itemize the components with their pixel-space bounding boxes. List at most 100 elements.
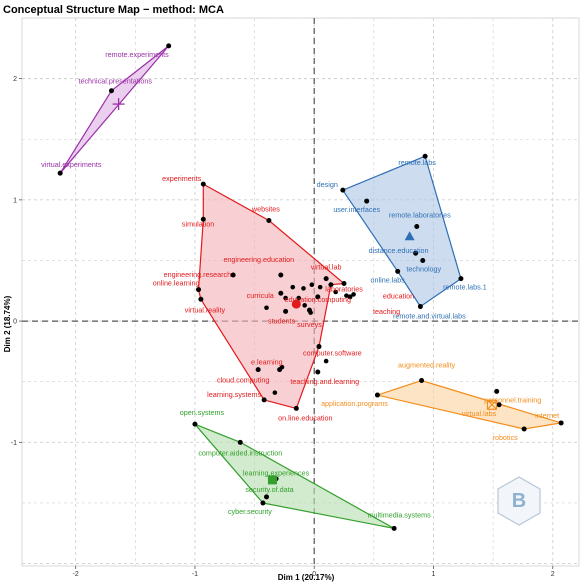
data-point [264,494,270,500]
data-point [316,344,322,350]
chart-title: Conceptual Structure Map − method: MCA [3,4,224,16]
data-point [266,217,272,223]
point-label: cyber.security [228,507,272,516]
data-point [422,153,428,159]
centroid-square [486,399,498,410]
point-label: multimedia.systems [368,510,432,519]
svg-text:B: B [512,490,526,512]
point-label: surveys [297,320,322,329]
data-point [293,405,299,411]
data-point [306,307,312,313]
point-label: design [317,180,338,189]
point-label: computer.aided.instruction [198,448,282,457]
data-point [315,294,321,300]
data-point [458,276,464,282]
point-label: personnel.training [484,395,541,404]
data-point [196,287,202,293]
data-point [108,88,114,94]
data-point [264,305,269,311]
point-label: teaching [373,307,400,316]
point-label: learning.experiences [243,469,310,478]
grid [21,17,580,567]
cluster-hull-blue [342,155,462,308]
data-point [341,281,347,287]
point-label: distance.education [369,246,429,255]
y-tick-label: 0 [13,319,17,326]
point-label: virtual.experiments [41,160,102,169]
data-point [200,181,206,187]
point-label: laboratories [325,285,363,294]
point-label: education [383,292,414,301]
point-label: virtual.labs [462,409,497,418]
point-label: simulation [182,219,214,228]
point-label: virtual.reality [185,305,226,314]
point-label: teaching.and.learning [290,377,359,386]
data-point [413,250,419,256]
data-point [57,170,63,176]
point-label: remote.laboratories [389,211,451,220]
point-label: remote.labs [398,158,436,167]
data-point [420,257,426,263]
data-point [277,367,283,373]
point-label: learning.systems [207,390,261,399]
y-tick-label: -1 [11,440,17,447]
point-label: application.programs [321,399,388,408]
point-label: education.computing [285,295,351,304]
x-tick-label: -1 [192,571,198,578]
data-point [261,397,267,403]
data-point [494,388,500,394]
point-label: experiments [162,174,202,183]
point-label: remote.and.virtual.labs [393,312,466,321]
data-point [283,308,289,314]
data-point [278,272,284,278]
data-point [260,500,266,506]
point-label: user.interfaces [333,205,380,214]
data-point [317,284,323,290]
centroid-marker-orange [486,399,498,410]
data-point [521,426,527,432]
data-point [296,295,302,301]
point-label: engineering.education [223,255,294,264]
x-axis-label: Dim 1 (20.17%) [278,573,335,582]
data-point [414,224,420,230]
point-label: engineering.research [164,270,232,279]
data-point [315,369,321,375]
point-label: on.line.education [278,413,332,422]
data-point [309,282,315,288]
point-labels: remote.experiments technical.presentation… [41,50,559,520]
y-tick-label: 1 [13,197,17,204]
point-label: technology [406,264,441,273]
cluster-hull-orange [376,379,562,430]
data-point [496,402,502,408]
data-point [302,303,307,308]
centroid-marker-green [267,475,277,485]
data-point [255,367,261,373]
centroid-marker-blue [404,231,415,241]
centroid-marker-purple [112,98,125,111]
data-point [323,276,329,282]
point-label: security.of.data [245,485,293,494]
data-point [391,525,397,531]
cluster-centroids [112,98,498,485]
point-label: remote.labs.1 [443,283,487,292]
data-point [230,272,236,278]
axis-ticks: -2 -1 0 1 2 -1 0 1 2 [11,76,555,578]
bibliometrix-logo: B [497,476,541,526]
point-label: computer.software [303,349,362,358]
centroid-x-2 [487,399,497,410]
data-point [237,439,243,445]
data-point [323,358,329,364]
point-label: students [268,316,296,325]
centroid-marker-red [291,299,301,309]
point-label: online.labs [371,275,406,284]
data-point [347,294,353,300]
data-point [419,378,425,384]
data-point [333,289,338,295]
point-label: websites [251,204,280,213]
data-point [200,216,206,222]
data-point [192,421,198,427]
data-point [340,187,346,193]
point-label: internet [535,411,559,420]
